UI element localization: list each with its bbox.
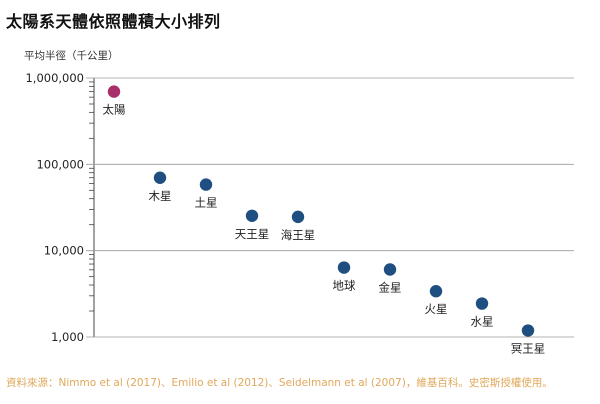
y-tick-label: 1,000: [51, 330, 84, 344]
data-point-label: 太陽: [103, 103, 126, 117]
data-point: [521, 324, 535, 337]
chart-plot: 1,000 10,000 100,000 1,000,000 太陽木星土星天王星 海王星地…: [25, 71, 574, 356]
data-point: [475, 297, 489, 310]
y-axis-label: 平均半徑（千公里）: [24, 50, 119, 62]
data-point: [199, 178, 213, 191]
y-tick-label: 1,000,000: [25, 71, 84, 85]
data-point: [337, 261, 351, 274]
data-point: [429, 285, 443, 298]
data-point-label: 天王星: [235, 227, 270, 241]
data-point-label: 土星: [195, 196, 218, 210]
data-point-label: 海王星: [281, 228, 316, 242]
data-point-label: 火星: [425, 302, 448, 316]
chart-title: 太陽系天體依照體積大小排列: [6, 12, 221, 31]
data-point: [153, 171, 167, 184]
data-point-label: 木星: [149, 189, 172, 203]
data-point-label: 地球: [333, 279, 356, 293]
data-point: [245, 209, 259, 222]
data-point-label: 冥王星: [511, 342, 546, 356]
data-point-label: 金星: [379, 280, 402, 294]
data-point: [383, 263, 397, 276]
data-point: [107, 85, 121, 98]
data-point: [291, 210, 305, 224]
y-tick-label: 100,000: [36, 157, 84, 171]
y-tick-label: 10,000: [44, 244, 84, 258]
source-note: 資料來源：Nimmo et al (2017)、Emilio et al (20…: [6, 377, 553, 389]
data-point-label: 水星: [471, 315, 494, 329]
